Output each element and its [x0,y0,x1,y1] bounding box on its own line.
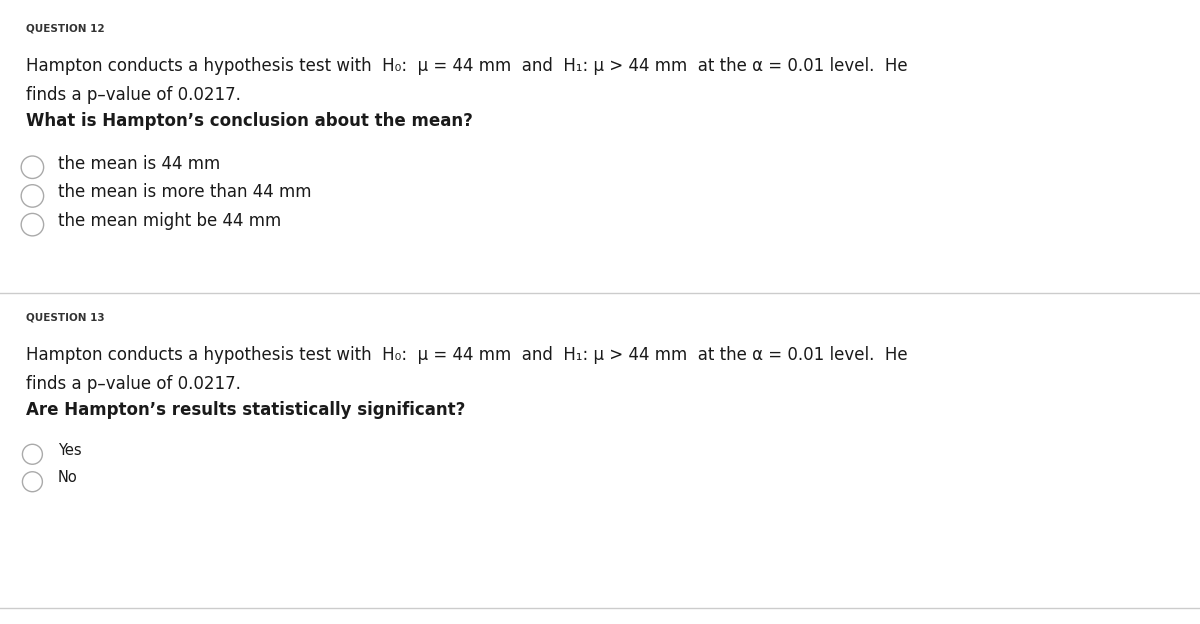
Text: Yes: Yes [58,443,82,458]
Text: Hampton conducts a hypothesis test with  H₀:  μ = 44 mm  and  H₁: μ > 44 mm  at : Hampton conducts a hypothesis test with … [26,346,908,364]
Text: finds a p–value of 0.0217.: finds a p–value of 0.0217. [26,375,241,393]
Text: the mean is 44 mm: the mean is 44 mm [58,155,220,173]
Text: Hampton conducts a hypothesis test with  H₀:  μ = 44 mm  and  H₁: μ > 44 mm  at : Hampton conducts a hypothesis test with … [26,57,908,76]
Text: What is Hampton’s conclusion about the mean?: What is Hampton’s conclusion about the m… [26,112,473,130]
Text: Are Hampton’s results statistically significant?: Are Hampton’s results statistically sign… [26,401,466,419]
Text: the mean might be 44 mm: the mean might be 44 mm [58,212,281,230]
Text: QUESTION 12: QUESTION 12 [26,23,106,33]
Text: No: No [58,470,77,485]
Text: the mean is more than 44 mm: the mean is more than 44 mm [58,183,311,202]
Text: finds a p–value of 0.0217.: finds a p–value of 0.0217. [26,86,241,104]
Text: QUESTION 13: QUESTION 13 [26,312,106,322]
